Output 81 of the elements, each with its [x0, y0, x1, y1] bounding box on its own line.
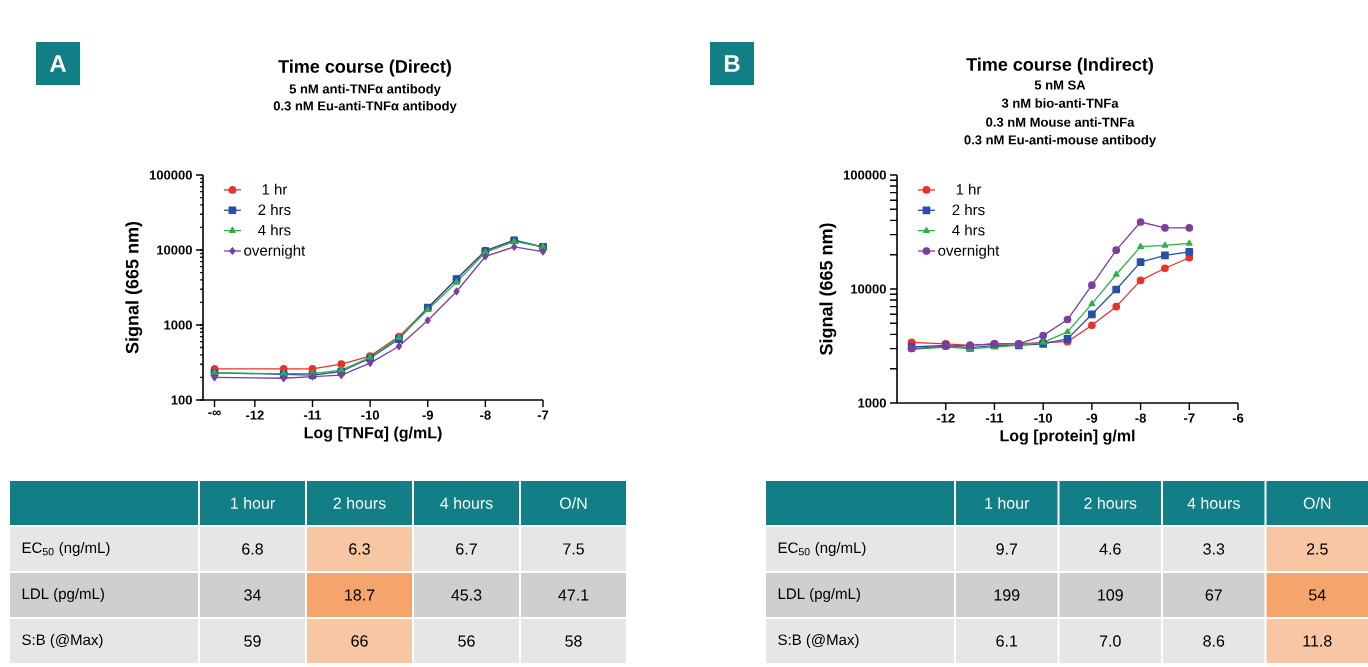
y-tick-label: 10000 [157, 245, 192, 255]
text: B [724, 55, 740, 72]
data-label: 8.6 [1203, 635, 1225, 647]
text: 0.3 nM Eu-anti-mouse antibody [964, 134, 1157, 148]
data-label: 34 [244, 589, 261, 601]
text: 0.3 nM Mouse anti-TNFa [986, 117, 1135, 127]
x-tick-label: -8 [1135, 413, 1146, 423]
x-tick-label: -8 [480, 410, 491, 420]
legend-label: overnight [244, 244, 306, 259]
data-label: 7.0 [1099, 635, 1121, 647]
data-label: 66 [351, 635, 368, 647]
y-tick-label: LDL (pg/mL) [778, 588, 860, 602]
x-tick-label: -11 [303, 410, 322, 420]
data-label: 6.7 [456, 543, 477, 555]
y-tick-label: 10000 [851, 284, 886, 294]
x-tick-label: O/N [1303, 497, 1331, 509]
x-tick-label: 4 hours [1187, 497, 1240, 509]
text: 3 nM bio-anti-TNFa [1001, 98, 1119, 108]
x-tick-label: -∞ [208, 410, 221, 416]
data-label: 58 [565, 635, 582, 647]
data-label: 199 [994, 589, 1020, 601]
legend-label: 1 hr [956, 183, 982, 195]
y-tick-label: LDL (pg/mL) [22, 588, 104, 602]
x-tick-label: 1 hour [985, 497, 1030, 509]
y-tick-label: 100 [171, 395, 192, 405]
legend-label: 4 hrs [258, 224, 291, 236]
y-axis-title: Signal (665 nm) [125, 221, 143, 354]
x-axis-title: Log [protein] g/ml [1000, 429, 1135, 445]
x-tick-label: -12 [245, 410, 264, 420]
x-tick-label: 2 hours [1084, 497, 1137, 509]
x-tick-label: -9 [422, 410, 434, 420]
chart-title: Time course (Indirect) [966, 57, 1153, 75]
data-label: 18.7 [345, 589, 375, 601]
text: A [49, 55, 67, 72]
chart-title: Time course (Direct) [278, 59, 451, 77]
x-tick-label: -6 [1232, 413, 1244, 423]
y-tick-label: EC$_{50}$ (ng/mL) [778, 542, 866, 556]
y-axis-title: Signal (665 nm) [819, 223, 837, 355]
legend-label: 4 hrs [952, 224, 985, 236]
x-tick-label: 4 hours [440, 497, 493, 509]
data-label: 11.8 [1303, 635, 1332, 647]
x-tick-label: -10 [1034, 413, 1053, 423]
data-label: 4.6 [1099, 543, 1121, 555]
y-tick-label: 100000 [843, 170, 886, 180]
legend-label: 2 hrs [258, 204, 291, 216]
data-label: 6.1 [996, 635, 1018, 647]
data-label: 2.5 [1306, 543, 1328, 555]
data-label: 9.7 [996, 543, 1018, 555]
text: 0.3 nM Eu-anti-TNFα antibody [273, 100, 457, 114]
y-tick-label: 100000 [149, 170, 192, 180]
data-label: 6.8 [242, 543, 263, 555]
x-tick-label: O/N [560, 497, 587, 509]
x-tick-label: 2 hours [333, 497, 386, 509]
data-label: 45.3 [451, 589, 482, 601]
data-label: 67 [1205, 589, 1222, 601]
y-tick-label: 1000 [164, 320, 192, 330]
x-tick-label: -7 [537, 410, 549, 420]
legend-label: 2 hrs [952, 204, 985, 216]
x-tick-label: -7 [1184, 413, 1195, 423]
data-label: 6.3 [349, 543, 370, 555]
data-label: 109 [1098, 589, 1123, 601]
legend-label: overnight [938, 244, 1000, 259]
y-tick-label: S:B (@Max) [778, 634, 859, 648]
x-tick-label: -12 [936, 413, 955, 423]
x-tick-label: -11 [985, 413, 1004, 423]
data-label: 3.3 [1203, 543, 1225, 555]
legend-label: 1 hr [262, 183, 288, 195]
data-label: 59 [244, 635, 261, 647]
y-tick-label: S:B (@Max) [22, 634, 103, 648]
data-label: 56 [458, 635, 475, 647]
chart-subtitle: 5 nM SA [1034, 80, 1086, 90]
x-tick-label: -10 [361, 410, 379, 420]
data-label: 54 [1309, 589, 1326, 601]
data-label: 47.1 [558, 589, 589, 601]
y-tick-label: EC$_{50}$ (ng/mL) [22, 542, 110, 556]
x-tick-label: -9 [1086, 413, 1098, 423]
chart-subtitle: 5 nM anti-TNFα antibody [289, 83, 441, 97]
x-tick-label: 1 hour [231, 497, 275, 509]
x-axis-title: Log [TNFα] (g/mL) [304, 426, 442, 442]
y-tick-label: 1000 [858, 398, 886, 408]
data-label: 7.5 [563, 543, 584, 555]
